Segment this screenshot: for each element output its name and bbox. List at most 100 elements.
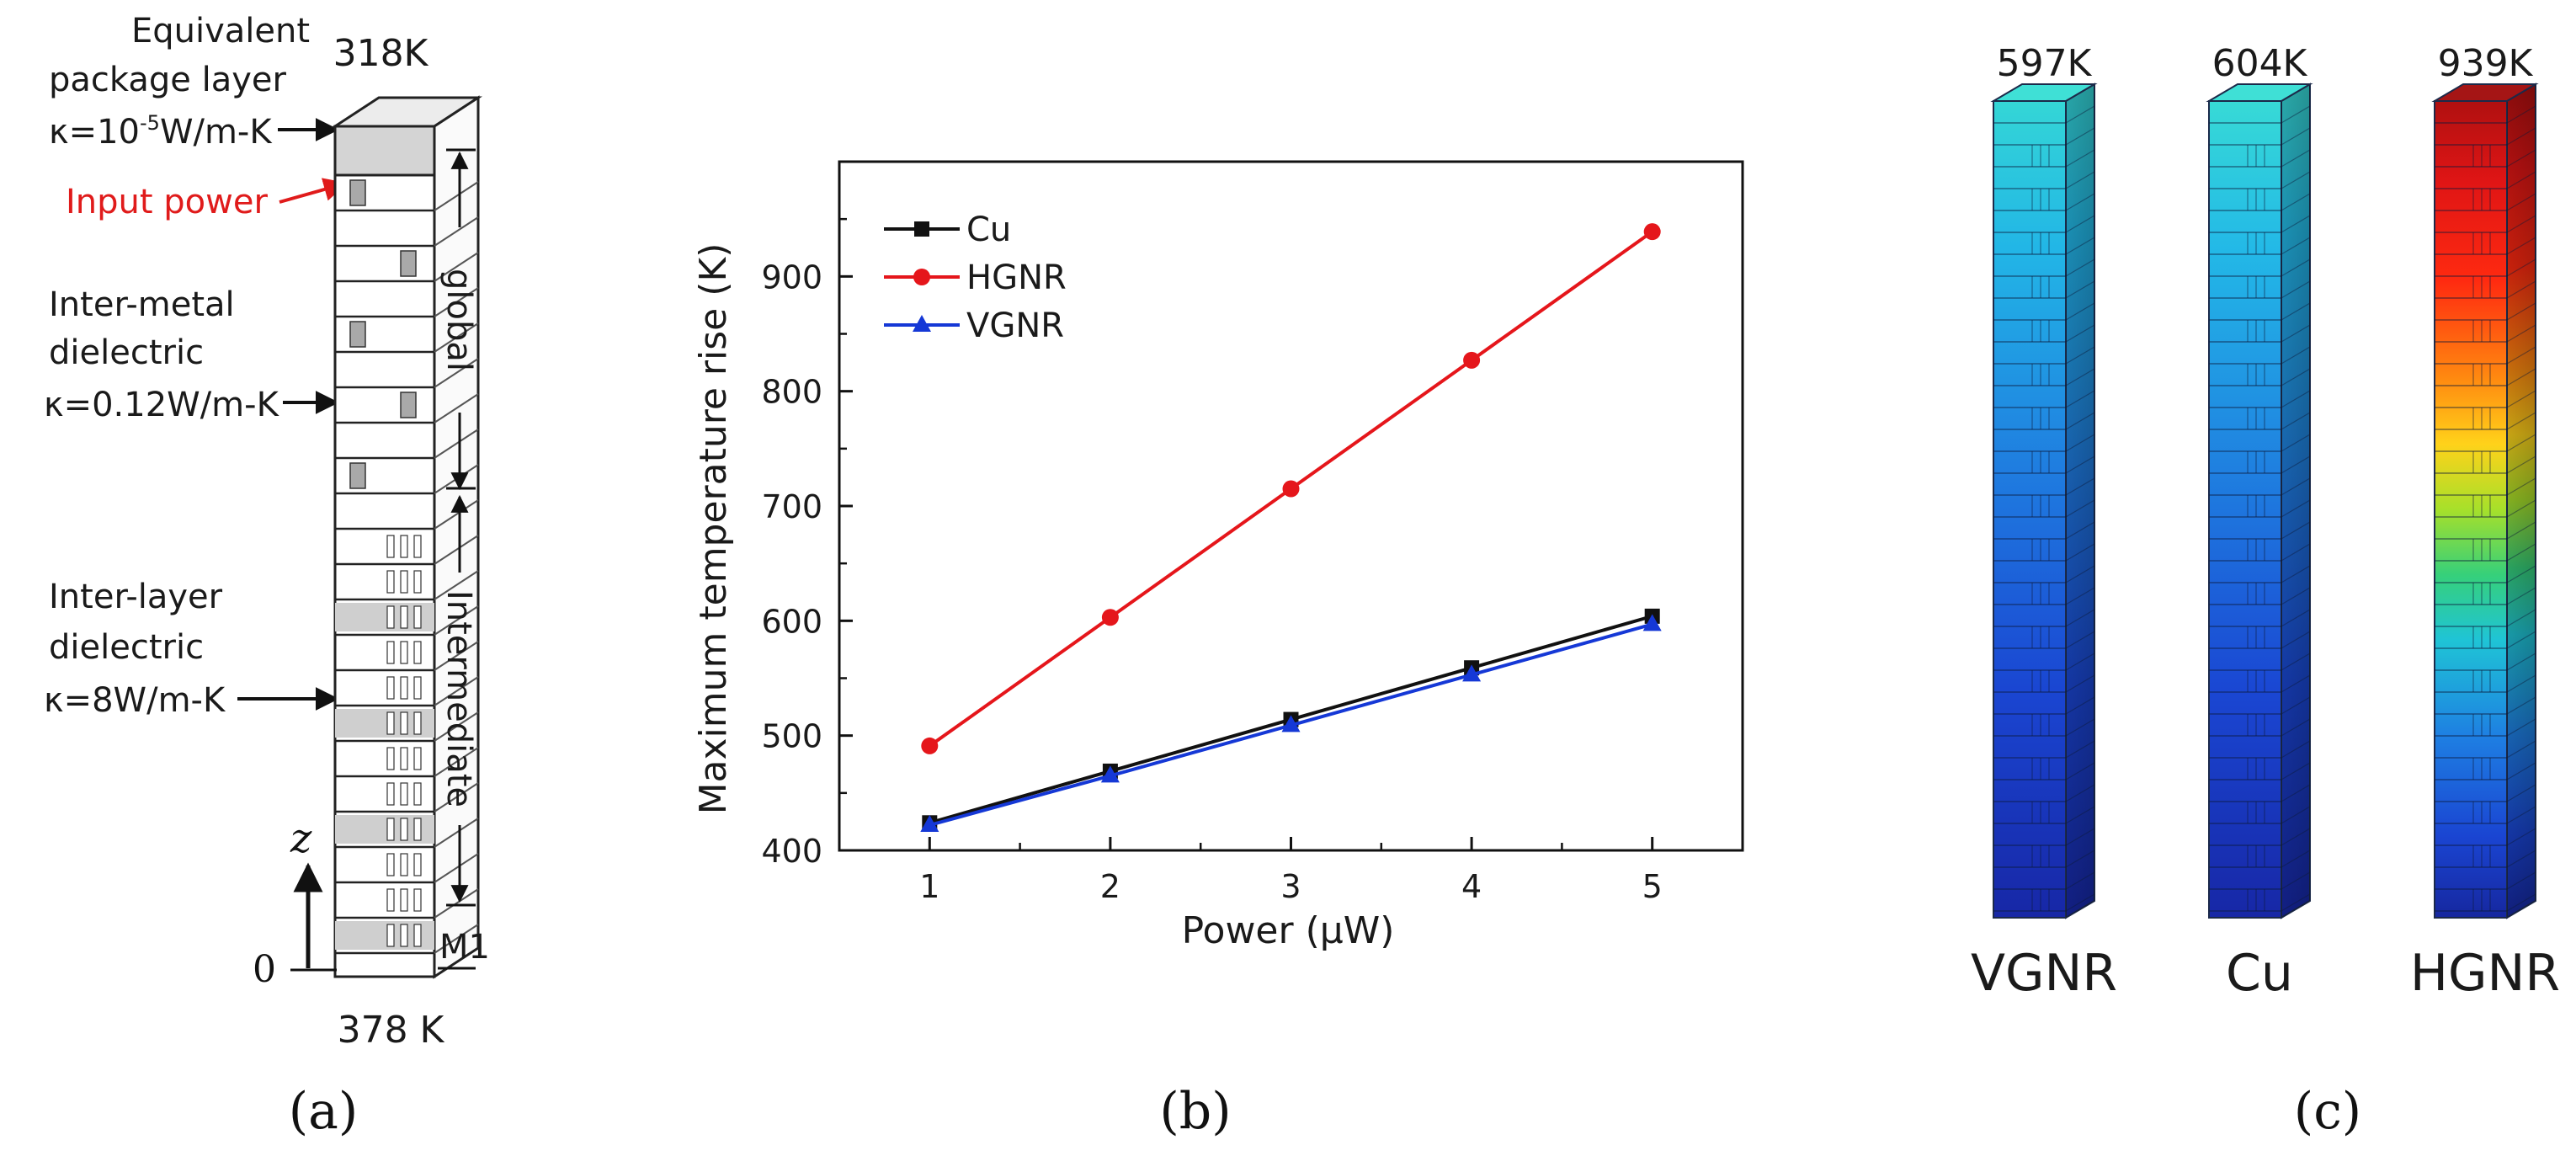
x-tick-label: 2 [1100,868,1120,905]
caption-c: (c) [2294,1082,2361,1141]
via-block [349,462,366,489]
mesh-side-line [2065,280,2095,299]
series-vgnr [920,614,1662,833]
metal-line [386,747,395,770]
metal-line [400,818,408,841]
legend-label: Cu [966,210,1011,249]
mesh-side-line [2506,740,2536,759]
mesh-side-line [2281,455,2311,474]
data-point-triangle [913,315,931,332]
layer-side-line [434,818,479,848]
mesh-side-line [2065,127,2095,146]
mesh-side-line [2506,674,2536,693]
package-label-line1: Equivalent [131,12,310,51]
pillar-side-shade [2507,84,2536,918]
mesh-side-line [2506,193,2536,211]
metal-line [413,535,422,558]
mesh-side-line [2281,718,2311,737]
mesh-side-line [2281,565,2311,583]
legend-item-hgnr: HGNR [884,258,1067,297]
global-bracket [446,148,476,491]
data-point-triangle [920,815,939,833]
x-tick-label: 1 [919,868,939,905]
metal-line [386,570,395,594]
mesh-side-line [2506,346,2536,365]
mesh-side-line [2506,127,2536,146]
metal-line [386,888,395,912]
layer-side-line [434,252,479,282]
metal-line [400,924,408,947]
layer-side-line [434,641,479,671]
mesh-side-line [2281,280,2311,299]
layer-side-line [434,747,479,777]
chart-legend: Cu HGNR VGNR [884,210,1067,345]
layer-side-line [434,499,479,530]
mesh-side-line [2065,631,2095,649]
mesh-side-line [2281,302,2311,321]
mesh-side-line [2506,784,2536,802]
legend-label: HGNR [966,258,1067,297]
package-front-face [333,125,436,177]
layer-side-line [434,287,479,317]
layer-side-line [434,570,479,600]
metal-line [386,605,395,629]
mesh-side-line [2281,806,2311,824]
mesh-side-line [2281,368,2311,386]
mesh-side-line [2506,696,2536,715]
mesh-side-line [2065,740,2095,759]
pillar-hgnr: 939K HGNR [2410,42,2560,1003]
layer-side-line [434,322,479,353]
mesh-side-line [2065,324,2095,343]
mesh-side-line [2506,455,2536,474]
data-point-circle [913,269,930,285]
mesh-side-line [2506,850,2536,868]
mesh-side-line [2281,346,2311,365]
metal-line [386,676,395,700]
pillar-top [1990,83,2098,102]
metal-line [413,818,422,841]
mesh-side-line [2506,871,2536,890]
mesh-side-line [2281,258,2311,277]
data-point-triangle [1642,614,1662,631]
pillar-side-shade [2281,84,2310,918]
mesh-side-line [2506,149,2536,168]
top-temperature: 318K [333,32,429,75]
mesh-side-line [2065,543,2095,562]
layer-side-line [434,181,479,211]
metal-line [400,853,408,876]
pillar-label: VGNR [1971,944,2117,1003]
pillar-label: Cu [2226,944,2293,1003]
mesh-side-line [2065,302,2095,321]
stack-column [330,95,483,979]
metal-line [400,535,408,558]
package-label-line2: package layer [49,61,286,99]
mesh-side-line [2281,324,2311,343]
intermediate-bracket [446,494,476,907]
mesh-side-line [2065,696,2095,715]
metal-line [400,747,408,770]
mesh-side-line [2506,171,2536,189]
mesh-side-line [2065,193,2095,211]
mesh-side-line [2065,237,2095,255]
mesh-side-line [2281,609,2311,627]
mesh-side-line [2065,521,2095,540]
pillar-cu: 604K Cu [2206,42,2313,1003]
metal-line [400,605,408,629]
metal-line [413,782,422,806]
panel-b-line-chart: 400 500 600 700 800 900 1 2 3 4 5 Cu HGNR VGNR Powe… [692,160,1744,1141]
mesh-side-line [2065,828,2095,846]
layer-side-line [434,711,479,742]
mesh-side-line [2506,609,2536,627]
mesh-side-line [2281,434,2311,452]
layer-side-line [434,216,479,247]
panel-c-temperature-maps: 597K VGNR 604K Cu 939K HGNR [1971,42,2560,1003]
mesh-side-line [2065,674,2095,693]
via-block [400,250,417,277]
mesh-side-line [2281,521,2311,540]
layer-side-line [434,358,479,388]
mesh-side-line [2281,215,2311,233]
y-tick-label: 700 [761,488,822,525]
pillar-top [2206,83,2313,102]
ild-label-line1: Inter-layer [49,578,223,616]
mesh-side-line [2065,762,2095,780]
